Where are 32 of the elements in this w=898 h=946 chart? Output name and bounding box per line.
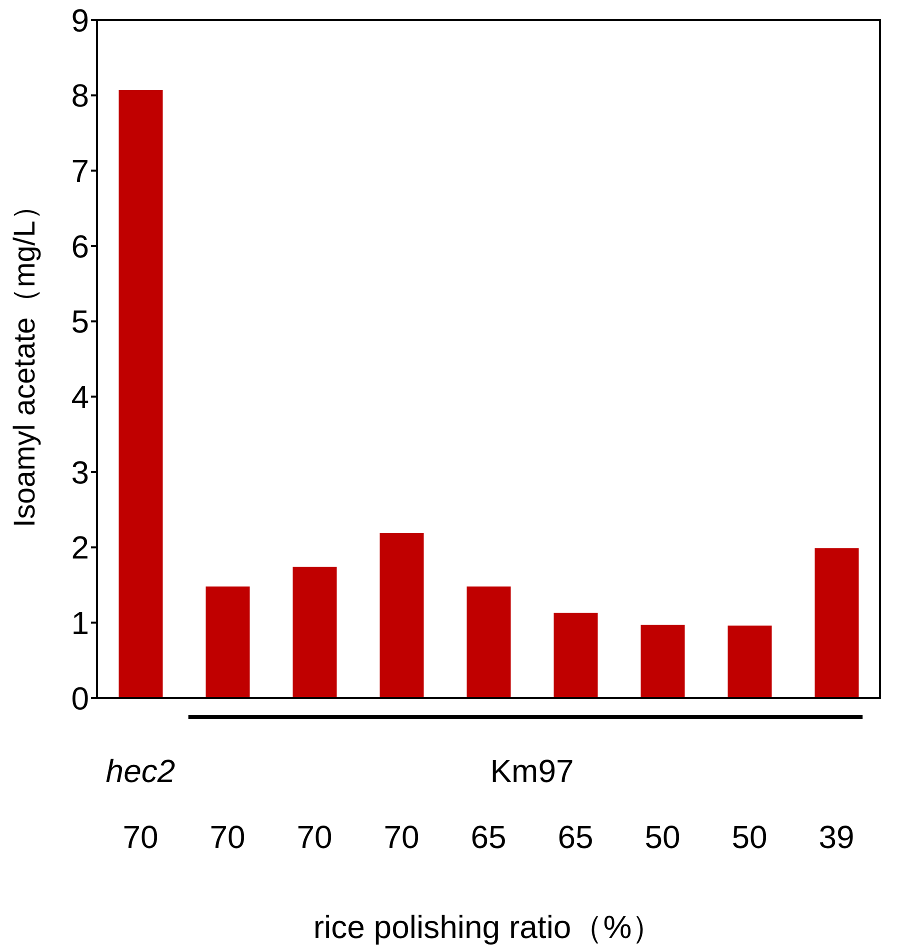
bar (118, 90, 163, 698)
x-tick-label: 50 (732, 819, 768, 855)
y-tick-label: 8 (71, 78, 89, 114)
text: hec2 (106, 753, 176, 789)
bar (206, 586, 250, 698)
y-tick-label: 2 (71, 530, 89, 566)
bar (814, 548, 859, 698)
x-tick-label: 65 (470, 819, 506, 855)
y-tick-label: 0 (71, 680, 89, 716)
bar (554, 612, 598, 698)
bar (728, 626, 772, 698)
bar (380, 533, 424, 698)
x-tick-label: 70 (384, 819, 420, 855)
y-tick-label: 3 (71, 454, 89, 490)
x-tick-label: 39 (818, 819, 854, 855)
bar (466, 586, 511, 698)
x-tick-label: 65 (558, 819, 594, 855)
y-tick-label: 9 (71, 2, 89, 38)
y-tick-label: 5 (71, 304, 89, 340)
x-axis-title: rice polishing ratio（%） (313, 909, 664, 945)
y-tick-label: 4 (71, 379, 89, 416)
y-tick-label: 1 (71, 605, 89, 642)
y-tick-label: 7 (71, 153, 89, 190)
x-tick-label: 50 (644, 819, 680, 855)
x-tick-label: 70 (210, 819, 246, 855)
bar (292, 566, 337, 698)
bar (640, 624, 685, 698)
text: Km97 (490, 753, 574, 789)
y-tick-label: 6 (71, 228, 89, 264)
x-tick-label: 70 (296, 819, 332, 855)
y-axis-title: Isoamyl acetate（mg/L） (8, 190, 42, 528)
x-tick-label: 70 (122, 819, 158, 855)
